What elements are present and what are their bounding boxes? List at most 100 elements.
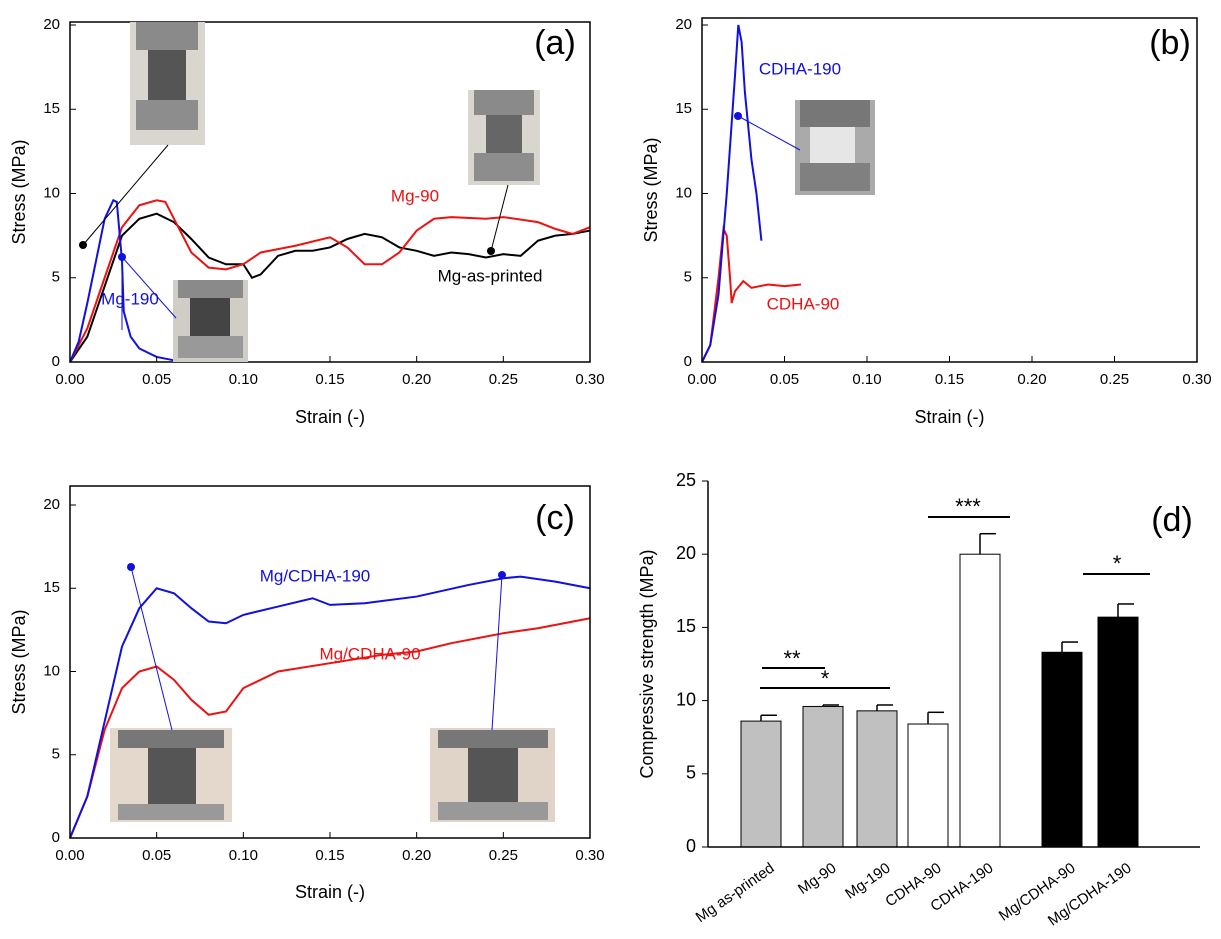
pointer-line [490, 184, 509, 252]
panel-label: (c) [535, 499, 575, 537]
y-tick-label: 15 [43, 100, 60, 117]
y-tick-label: 5 [686, 763, 696, 783]
y-tick-label: 0 [684, 353, 692, 370]
line-series [69, 617, 591, 839]
y-tick-label: 10 [676, 689, 696, 709]
y-tick-label: 15 [676, 616, 696, 636]
pointer-line [130, 566, 173, 731]
y-axis-title: Stress (MPa) [9, 609, 29, 714]
x-tick-label: 0.05 [142, 371, 171, 388]
y-axis-title: Stress (MPa) [641, 137, 661, 242]
pointer-line [491, 574, 503, 731]
panel-label: (d) [1151, 501, 1193, 539]
inset-photo [468, 90, 540, 185]
y-tick-label: 25 [676, 470, 696, 490]
x-tick-label: 0.10 [229, 847, 258, 864]
pointer-dot [79, 241, 87, 249]
bar [1041, 651, 1083, 848]
inset-photo [173, 280, 248, 362]
line-series [701, 24, 763, 363]
x-tick-label: 0.25 [489, 847, 518, 864]
x-tick-label: 0.25 [1100, 371, 1129, 388]
y-tick-label: 20 [676, 543, 696, 563]
y-tick-label: 0 [52, 353, 60, 370]
pointer-line [737, 115, 801, 151]
line-series [69, 575, 591, 839]
line-series [69, 199, 591, 363]
x-tick-label: 0.30 [575, 847, 604, 864]
inset-photo [795, 100, 875, 195]
x-tick-label: 0.15 [315, 371, 344, 388]
line-series [69, 198, 175, 363]
photo-insets [110, 22, 875, 822]
inset-photo [130, 22, 205, 145]
x-tick-label: 0.00 [55, 371, 84, 388]
pointer-line [121, 256, 177, 319]
series-label: Mg-as-printed [438, 266, 543, 285]
pointers [79, 112, 801, 731]
y-tick-label: 5 [684, 269, 692, 286]
x-axis-title: Strain (-) [295, 407, 365, 427]
inset-photo [430, 728, 555, 822]
y-tick-label: 20 [43, 16, 60, 33]
series-label: CDHA-90 [767, 294, 840, 313]
series-label: Mg/CDHA-190 [260, 566, 371, 585]
y-tick-label: 10 [43, 662, 60, 679]
x-tick-label: 0.25 [489, 371, 518, 388]
panel-label: (a) [534, 24, 576, 62]
y-tick-label: 15 [43, 579, 60, 596]
pointer-dot [487, 247, 495, 255]
pointer-line [82, 144, 169, 246]
significance-bars [760, 516, 1150, 689]
x-tick-label: 0.20 [402, 371, 431, 388]
bar [959, 553, 1001, 848]
x-tick-label: 0.10 [229, 371, 258, 388]
x-tick-label: 0.10 [852, 371, 881, 388]
y-tick-label: 0 [686, 836, 696, 856]
plot-frame [69, 485, 591, 839]
x-tick-label: 0.05 [142, 847, 171, 864]
bar [740, 720, 782, 848]
y-tick-label: 20 [43, 496, 60, 513]
line-series [69, 212, 591, 363]
x-tick-label: 0.00 [687, 371, 716, 388]
bar [1097, 616, 1139, 848]
y-tick-label: 10 [43, 184, 60, 201]
pointer-dot [118, 253, 126, 261]
x-tick-label: 0.00 [55, 847, 84, 864]
y-tick-label: 5 [52, 269, 60, 286]
y-tick-label: 10 [675, 184, 692, 201]
inset-photo [110, 728, 232, 822]
x-tick-label: Mg as-printed [693, 860, 778, 927]
pointer-dot [498, 571, 506, 579]
x-tick-label: 0.05 [770, 371, 799, 388]
x-axis-title: Strain (-) [295, 882, 365, 902]
x-tick-label: 0.15 [935, 371, 964, 388]
significance-label: *** [955, 494, 981, 519]
bar [802, 705, 844, 848]
panel-label: (b) [1149, 24, 1191, 62]
series-label: CDHA-190 [759, 59, 841, 78]
y-tick-label: 15 [675, 100, 692, 117]
x-tick-label: 0.20 [1017, 371, 1046, 388]
significance-label: * [821, 666, 830, 691]
x-axis-title: Strain (-) [914, 407, 984, 427]
series-label: Mg-90 [391, 186, 439, 205]
y-axis-title: Stress (MPa) [9, 139, 29, 244]
x-tick-label: 0.20 [402, 847, 431, 864]
y-tick-label: 5 [52, 746, 60, 763]
plot-frame [69, 21, 591, 363]
series-label: Mg/CDHA-90 [319, 644, 420, 663]
y-tick-label: 0 [52, 829, 60, 846]
pointer-dot [734, 112, 742, 120]
y-tick-label: 20 [675, 16, 692, 33]
x-tick-label: 0.30 [1182, 371, 1211, 388]
pointer-dot [127, 563, 135, 571]
y-axis-title: Compressive strength (MPa) [637, 549, 657, 778]
x-tick-label: 0.30 [575, 371, 604, 388]
series-label: Mg-190 [101, 289, 159, 308]
significance-label: ** [783, 646, 801, 671]
x-tick-label: Mg-90 [795, 860, 840, 898]
significance-label: * [1113, 551, 1122, 576]
